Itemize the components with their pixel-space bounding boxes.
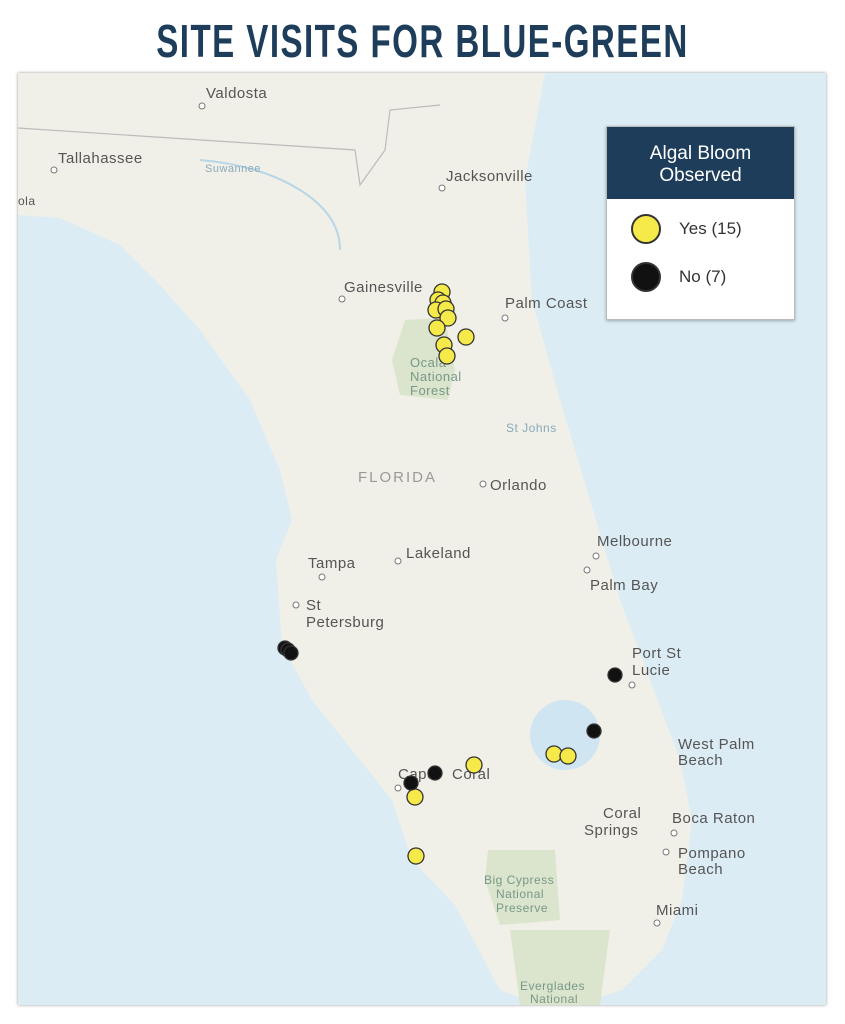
site-marker-no[interactable] — [283, 645, 299, 661]
svg-text:ola: ola — [18, 194, 36, 208]
svg-text:National: National — [496, 887, 544, 901]
svg-text:Valdosta: Valdosta — [206, 85, 267, 102]
site-marker-no[interactable] — [607, 667, 623, 683]
svg-text:Beach: Beach — [678, 861, 723, 878]
svg-text:Everglades: Everglades — [520, 979, 585, 993]
svg-text:FLORIDA: FLORIDA — [358, 469, 437, 486]
svg-text:Boca Raton: Boca Raton — [672, 810, 755, 827]
svg-text:Suwannee: Suwannee — [205, 163, 261, 175]
svg-text:Palm Bay: Palm Bay — [590, 577, 658, 594]
svg-text:National: National — [530, 992, 578, 1005]
site-marker-yes[interactable] — [407, 847, 425, 865]
svg-text:Lakeland: Lakeland — [406, 545, 471, 562]
state-border — [18, 104, 441, 187]
svg-text:National: National — [410, 369, 462, 384]
svg-text:Preserve: Preserve — [496, 901, 548, 915]
svg-text:Tampa: Tampa — [308, 555, 356, 572]
site-marker-yes[interactable] — [457, 328, 475, 346]
svg-text:Pompano: Pompano — [678, 845, 746, 862]
city-labels: Valdosta Tallahassee ola Suwannee Jackso… — [18, 85, 755, 1005]
site-marker-yes[interactable] — [559, 747, 577, 765]
everglades — [510, 930, 610, 1005]
svg-text:Beach: Beach — [678, 752, 723, 769]
site-marker-yes[interactable] — [438, 347, 456, 365]
svg-text:West Palm: West Palm — [678, 736, 755, 753]
legend-item-yes: Yes (15) — [631, 211, 794, 247]
map[interactable]: Valdosta Tallahassee ola Suwannee Jackso… — [18, 73, 826, 1005]
svg-text:Miami: Miami — [656, 902, 699, 919]
legend: Algal Bloom Observed Yes (15) No (7) — [606, 126, 795, 320]
site-marker-yes[interactable] — [465, 756, 483, 774]
svg-text:St: St — [306, 597, 322, 614]
svg-text:Springs: Springs — [584, 822, 638, 839]
svg-text:Port St: Port St — [632, 645, 682, 662]
svg-text:Melbourne: Melbourne — [597, 533, 672, 550]
svg-text:Orlando: Orlando — [490, 477, 547, 494]
svg-text:Palm Coast: Palm Coast — [505, 295, 588, 312]
legend-title: Algal Bloom Observed — [607, 127, 794, 199]
site-marker-no[interactable] — [586, 723, 602, 739]
site-marker-yes[interactable] — [406, 788, 424, 806]
svg-text:Coral: Coral — [603, 805, 641, 822]
big-cypress — [485, 850, 560, 925]
land — [18, 73, 692, 1005]
yellow-circle-icon — [631, 214, 661, 244]
svg-text:St Johns: St Johns — [506, 421, 557, 435]
black-circle-icon — [631, 262, 661, 292]
svg-text:Petersburg: Petersburg — [306, 614, 384, 631]
svg-text:Lucie: Lucie — [632, 662, 670, 679]
legend-item-no: No (7) — [631, 259, 794, 295]
site-markers — [277, 283, 623, 865]
site-marker-no[interactable] — [427, 765, 443, 781]
suwannee-river — [199, 159, 341, 251]
svg-text:Forest: Forest — [410, 383, 450, 398]
svg-text:Big Cypress: Big Cypress — [484, 873, 554, 887]
site-marker-yes[interactable] — [428, 319, 446, 337]
site-marker-no[interactable] — [403, 775, 419, 791]
site-marker-yes[interactable] — [439, 309, 457, 327]
svg-text:Jacksonville: Jacksonville — [446, 168, 533, 185]
svg-text:Ocala: Ocala — [410, 355, 447, 370]
svg-text:Gainesville: Gainesville — [344, 279, 423, 296]
svg-text:Tallahassee: Tallahassee — [58, 150, 143, 167]
